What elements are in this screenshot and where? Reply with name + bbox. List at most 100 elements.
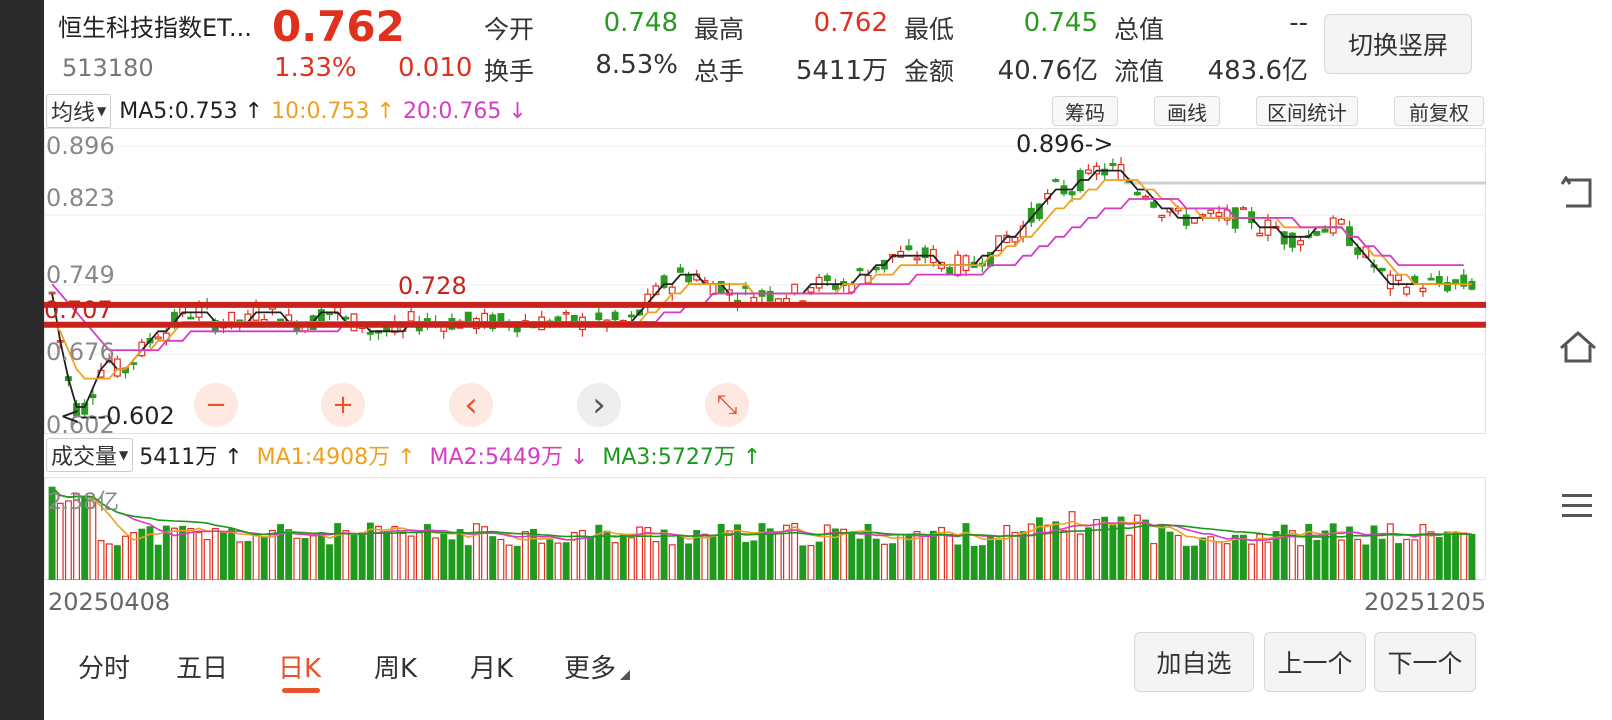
open-value: 0.748 [603,8,678,38]
volume-bar [1468,533,1476,580]
home-icon[interactable] [1558,330,1598,364]
menu-icon[interactable] [1560,492,1594,520]
axis-label-0823: 0.823 [46,184,115,212]
volume-bar [1239,534,1247,580]
candle-body [366,331,374,335]
candle-body [154,336,162,340]
volume-bar [783,524,790,580]
low-value: 0.745 [1023,8,1098,38]
volume-bar [864,523,872,580]
adjust-button[interactable]: 前复权 [1394,96,1484,126]
candle-body [1182,214,1190,226]
volume-bar [1133,514,1141,580]
volume-bar [64,500,72,580]
tab-five-day[interactable]: 五日 [176,654,229,684]
volume-bar [546,539,554,580]
volume-bar [815,541,823,580]
volume-bar [1011,531,1019,580]
volume-bar [260,536,268,580]
volume-bar [946,533,954,580]
chevron-right-icon: › [592,385,606,425]
add-watchlist-button[interactable]: 加自选 [1134,632,1254,692]
volume-bar [342,530,350,580]
volume-bar [962,523,970,580]
volume-bar [1215,541,1223,580]
volume-bar [799,545,807,580]
volume-bar [350,534,358,580]
price-chart[interactable] [44,128,1486,434]
volume-bar [530,528,537,580]
volume-bar [113,545,121,580]
tab-monthly-k[interactable]: 月K [470,654,514,684]
volume-bar [179,525,187,580]
volume-bar [228,528,236,580]
candle-body [1435,276,1443,285]
chips-button[interactable]: 筹码 [1052,96,1118,126]
volume-bar [252,534,260,580]
volume-bar [187,527,195,580]
candle-body [1354,247,1362,255]
candle-body [815,276,823,289]
volume-bar [840,528,848,580]
volume-bar [521,531,529,580]
volume-bar [358,532,366,580]
zoom-in-button[interactable]: + [321,383,365,427]
volume-bar [1052,521,1060,580]
volume-bar [929,530,937,580]
reset-zoom-button[interactable]: ⤡ [705,383,749,427]
volume-selector[interactable]: 成交量 ▼ [46,438,134,472]
candle-body [1052,179,1060,182]
price-chart-panel[interactable] [44,128,1486,434]
volume-chart[interactable] [44,477,1486,580]
candle-body [685,274,693,283]
volume-bar [513,545,521,580]
tab-weekly-k[interactable]: 周K [374,654,418,684]
range-stats-button[interactable]: 区间统计 [1256,96,1358,126]
candle-body [1256,232,1264,237]
zoom-out-button[interactable]: − [194,383,238,427]
previous-stock-button[interactable]: 上一个 [1264,632,1366,692]
volume-bar [1386,523,1394,580]
open-label: 今开 [484,15,535,44]
candle-body [1215,212,1223,217]
tab-more[interactable]: 更多 [564,654,617,684]
candle-body [1280,231,1288,245]
rotate-icon[interactable] [1560,176,1596,210]
scroll-right-button[interactable]: › [577,383,621,427]
volume-bar [660,529,668,580]
turnover-value: 8.53% [595,50,678,80]
volume-value: 5411万 ↑ [139,445,243,470]
scroll-left-button[interactable]: ‹ [449,383,493,427]
volume-bar [603,530,611,580]
candle-body [1207,209,1215,215]
switch-portrait-button[interactable]: 切换竖屏 [1324,14,1472,74]
volume-bar [579,529,586,580]
volume-bar [171,527,178,580]
candle-body [1101,168,1109,176]
candle-body [807,287,815,293]
volume-bar [970,545,978,580]
volume-bar [742,541,750,580]
volume-bar [1060,530,1068,580]
volume-bar [750,540,758,580]
volume-bar [1019,531,1027,580]
volume-bar [562,542,570,580]
next-stock-button[interactable]: 下一个 [1374,632,1476,692]
tab-daily-k[interactable]: 日K [278,654,322,684]
draw-line-button[interactable]: 画线 [1154,96,1220,126]
candle-body [1158,214,1166,218]
volume-bar [1093,518,1101,580]
volume-bar [538,542,546,580]
tab-intraday[interactable]: 分时 [78,654,131,684]
volume-bar [570,531,578,580]
ma-selector[interactable]: 均线 ▼ [46,94,112,128]
volume-bar [1280,524,1288,580]
candle-body [1084,169,1092,174]
volume-bar [611,542,619,580]
candle-body [1011,236,1019,243]
volume-bar [285,529,293,580]
volume-bar [652,541,660,580]
volume-bar [1003,524,1011,580]
candle-body [611,311,619,321]
volume-bar [644,526,652,580]
